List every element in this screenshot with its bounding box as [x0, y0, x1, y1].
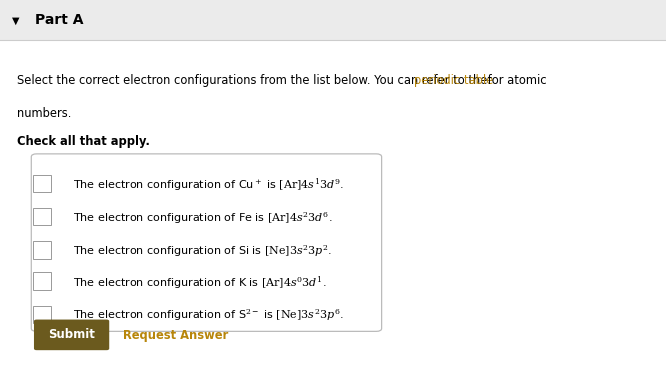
Text: The electron configuration of K is $[\mathrm{Ar}]4s^03d^1$.: The electron configuration of K is $[\ma… [73, 274, 327, 290]
FancyBboxPatch shape [31, 154, 382, 331]
Text: Select the correct electron configurations from the list below. You can refer to: Select the correct electron configuratio… [17, 74, 491, 87]
FancyBboxPatch shape [34, 320, 109, 350]
Text: ▼: ▼ [12, 15, 19, 25]
Text: The electron configuration of Si is $[\mathrm{Ne}]3s^23p^2$.: The electron configuration of Si is $[\m… [73, 243, 332, 259]
FancyBboxPatch shape [33, 241, 51, 259]
Text: Request Answer: Request Answer [123, 329, 228, 342]
Text: Part A: Part A [35, 13, 83, 27]
Text: numbers.: numbers. [17, 107, 71, 120]
FancyBboxPatch shape [33, 175, 51, 192]
Text: Submit: Submit [48, 328, 95, 341]
Text: The electron configuration of Cu$^+$ is $[\mathrm{Ar}]4s^13d^9$.: The electron configuration of Cu$^+$ is … [73, 176, 344, 193]
FancyBboxPatch shape [0, 0, 666, 40]
FancyBboxPatch shape [33, 208, 51, 225]
Text: The electron configuration of S$^{2-}$ is $[\mathrm{Ne}]3s^23p^6$.: The electron configuration of S$^{2-}$ i… [73, 308, 344, 323]
FancyBboxPatch shape [33, 272, 51, 290]
Text: periodic table: periodic table [414, 74, 494, 87]
FancyBboxPatch shape [33, 306, 51, 323]
Text: Check all that apply.: Check all that apply. [17, 135, 150, 148]
Text: The electron configuration of Fe is $[\mathrm{Ar}]4s^23d^6$.: The electron configuration of Fe is $[\m… [73, 210, 333, 225]
Text: for atomic: for atomic [484, 74, 547, 87]
